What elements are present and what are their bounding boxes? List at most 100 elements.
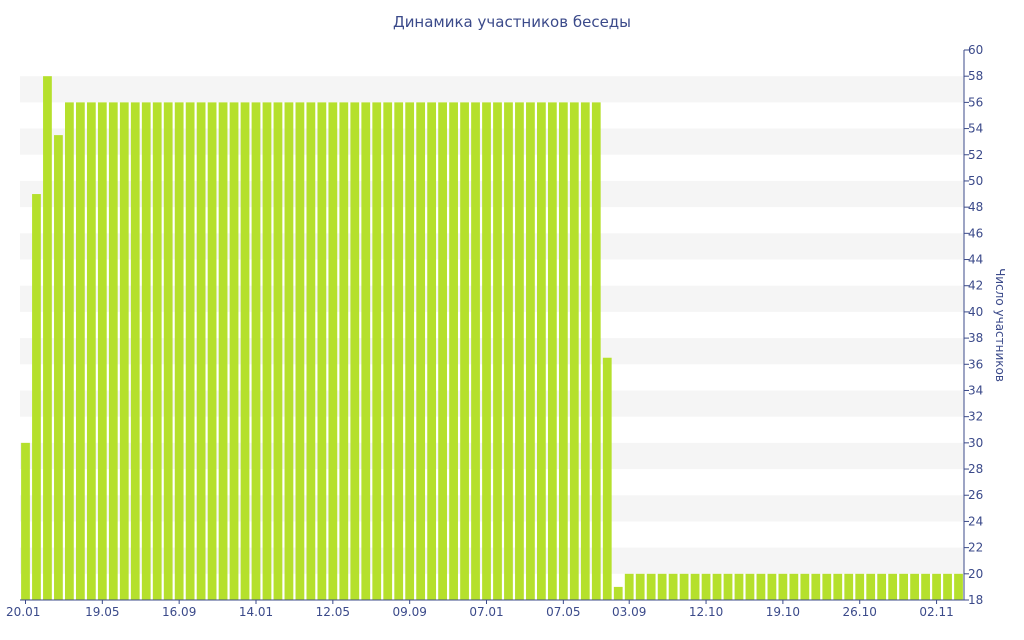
- bar[interactable]: [163, 102, 173, 600]
- bar[interactable]: [350, 102, 360, 600]
- bar[interactable]: [723, 573, 733, 600]
- bar[interactable]: [954, 573, 963, 600]
- bar[interactable]: [833, 573, 843, 600]
- bar[interactable]: [822, 573, 832, 600]
- y-tick-label: 24: [968, 514, 983, 528]
- bar[interactable]: [800, 573, 810, 600]
- bar[interactable]: [141, 102, 151, 600]
- bar[interactable]: [460, 102, 469, 600]
- x-tick-label: 14.01: [239, 605, 273, 619]
- bar[interactable]: [493, 102, 502, 600]
- bar[interactable]: [943, 573, 952, 600]
- bar[interactable]: [482, 102, 491, 600]
- bar[interactable]: [844, 573, 854, 600]
- y-tick-label: 36: [968, 357, 983, 371]
- bar[interactable]: [449, 102, 458, 600]
- bar[interactable]: [273, 102, 283, 600]
- y-tick-label: 18: [968, 593, 983, 607]
- y-tick-label: 34: [968, 383, 983, 397]
- bar[interactable]: [811, 573, 821, 600]
- bar[interactable]: [789, 573, 799, 600]
- bar[interactable]: [767, 573, 777, 600]
- bar[interactable]: [86, 102, 96, 600]
- x-tick-label: 12.10: [689, 605, 723, 619]
- bar[interactable]: [569, 102, 579, 600]
- bar[interactable]: [515, 102, 524, 600]
- bar[interactable]: [21, 442, 30, 600]
- bar[interactable]: [547, 102, 557, 600]
- bar[interactable]: [537, 102, 546, 600]
- bar[interactable]: [558, 102, 568, 600]
- bar[interactable]: [328, 102, 338, 600]
- bar[interactable]: [471, 102, 480, 600]
- bar[interactable]: [339, 102, 349, 600]
- bar[interactable]: [196, 102, 206, 600]
- bar[interactable]: [778, 573, 788, 600]
- bar[interactable]: [899, 573, 909, 600]
- bar[interactable]: [504, 102, 513, 600]
- bar[interactable]: [866, 573, 876, 600]
- bar[interactable]: [65, 102, 74, 600]
- bar[interactable]: [251, 102, 261, 600]
- bar[interactable]: [185, 102, 195, 600]
- bar[interactable]: [75, 102, 85, 600]
- bar[interactable]: [416, 102, 426, 600]
- bar[interactable]: [635, 573, 645, 600]
- bar[interactable]: [613, 586, 623, 600]
- y-tick-label: 58: [968, 69, 983, 83]
- bar[interactable]: [580, 102, 590, 600]
- bar[interactable]: [383, 102, 393, 600]
- bar[interactable]: [624, 573, 634, 600]
- bar[interactable]: [317, 102, 327, 600]
- bar[interactable]: [438, 102, 447, 600]
- bar[interactable]: [921, 573, 930, 600]
- bar[interactable]: [108, 102, 118, 600]
- bar[interactable]: [262, 102, 272, 600]
- bar[interactable]: [855, 573, 865, 600]
- bar[interactable]: [602, 357, 612, 600]
- bar[interactable]: [690, 573, 700, 600]
- bar[interactable]: [405, 102, 415, 600]
- bar[interactable]: [756, 573, 766, 600]
- bar[interactable]: [526, 102, 535, 600]
- bar[interactable]: [32, 194, 41, 601]
- y-tick-label: 46: [968, 226, 983, 240]
- bar[interactable]: [130, 102, 140, 600]
- bar[interactable]: [932, 573, 941, 600]
- bar[interactable]: [43, 76, 52, 600]
- y-axis-title: Число участников: [993, 268, 1007, 382]
- y-axis: 18 20 22 24 26 28 30 32 34 36 38 40 42 44 46 48 50 52 54 56…: [963, 43, 983, 607]
- bar[interactable]: [229, 102, 239, 600]
- y-tick-label: 22: [968, 541, 983, 555]
- bar[interactable]: [372, 102, 382, 600]
- bar[interactable]: [910, 573, 919, 600]
- bar[interactable]: [284, 102, 294, 600]
- bar[interactable]: [679, 573, 689, 600]
- bar[interactable]: [97, 102, 107, 600]
- bar[interactable]: [361, 102, 371, 600]
- bar[interactable]: [306, 102, 316, 600]
- bar[interactable]: [152, 102, 162, 600]
- bar[interactable]: [734, 573, 744, 600]
- bar[interactable]: [427, 102, 437, 600]
- x-tick-label: 20.01: [6, 605, 40, 619]
- bar[interactable]: [218, 102, 228, 600]
- bar[interactable]: [712, 573, 722, 600]
- bar[interactable]: [240, 102, 250, 600]
- bar[interactable]: [668, 573, 678, 600]
- bar[interactable]: [701, 573, 711, 600]
- bar[interactable]: [591, 102, 601, 600]
- bar[interactable]: [394, 102, 404, 600]
- bar[interactable]: [646, 573, 656, 600]
- x-tick-label: 09.09: [392, 605, 426, 619]
- bar[interactable]: [745, 573, 755, 600]
- bar[interactable]: [54, 135, 63, 600]
- bar[interactable]: [174, 102, 184, 600]
- bar[interactable]: [877, 573, 887, 600]
- bar[interactable]: [119, 102, 129, 600]
- bar[interactable]: [888, 573, 898, 600]
- bar[interactable]: [295, 102, 305, 600]
- bar[interactable]: [207, 102, 217, 600]
- bar[interactable]: [657, 573, 667, 600]
